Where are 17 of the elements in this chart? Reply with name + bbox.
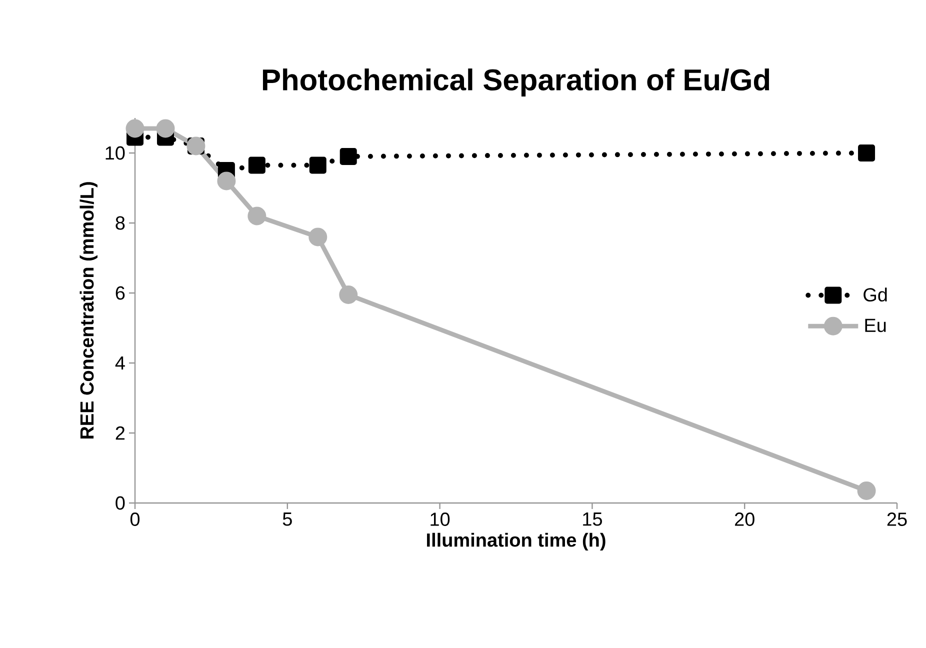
x-tick-label: 20 <box>734 512 754 526</box>
y-tick-label: 2 <box>116 426 125 440</box>
legend-label: Gd <box>864 288 887 302</box>
y-tick-label: 4 <box>115 356 125 370</box>
y-tick-label: 8 <box>116 216 125 230</box>
y-tick-label: 10 <box>106 146 125 160</box>
x-axis-title: Illumination time (h) <box>427 532 606 551</box>
x-tick-label: 15 <box>583 512 602 526</box>
y-axis-title: REE Concentration (mmol/L) <box>80 182 98 439</box>
x-tick-label: 25 <box>887 512 907 526</box>
y-tick-label: 6 <box>116 286 125 300</box>
legend-label: Eu <box>865 318 886 332</box>
x-tick-label: 0 <box>130 512 140 526</box>
x-tick-label: 5 <box>282 512 292 526</box>
x-tick-label: 10 <box>430 512 450 526</box>
chart-title: Photochemical Separation of Eu/Gd <box>262 68 770 96</box>
y-tick-label: 0 <box>116 496 125 510</box>
